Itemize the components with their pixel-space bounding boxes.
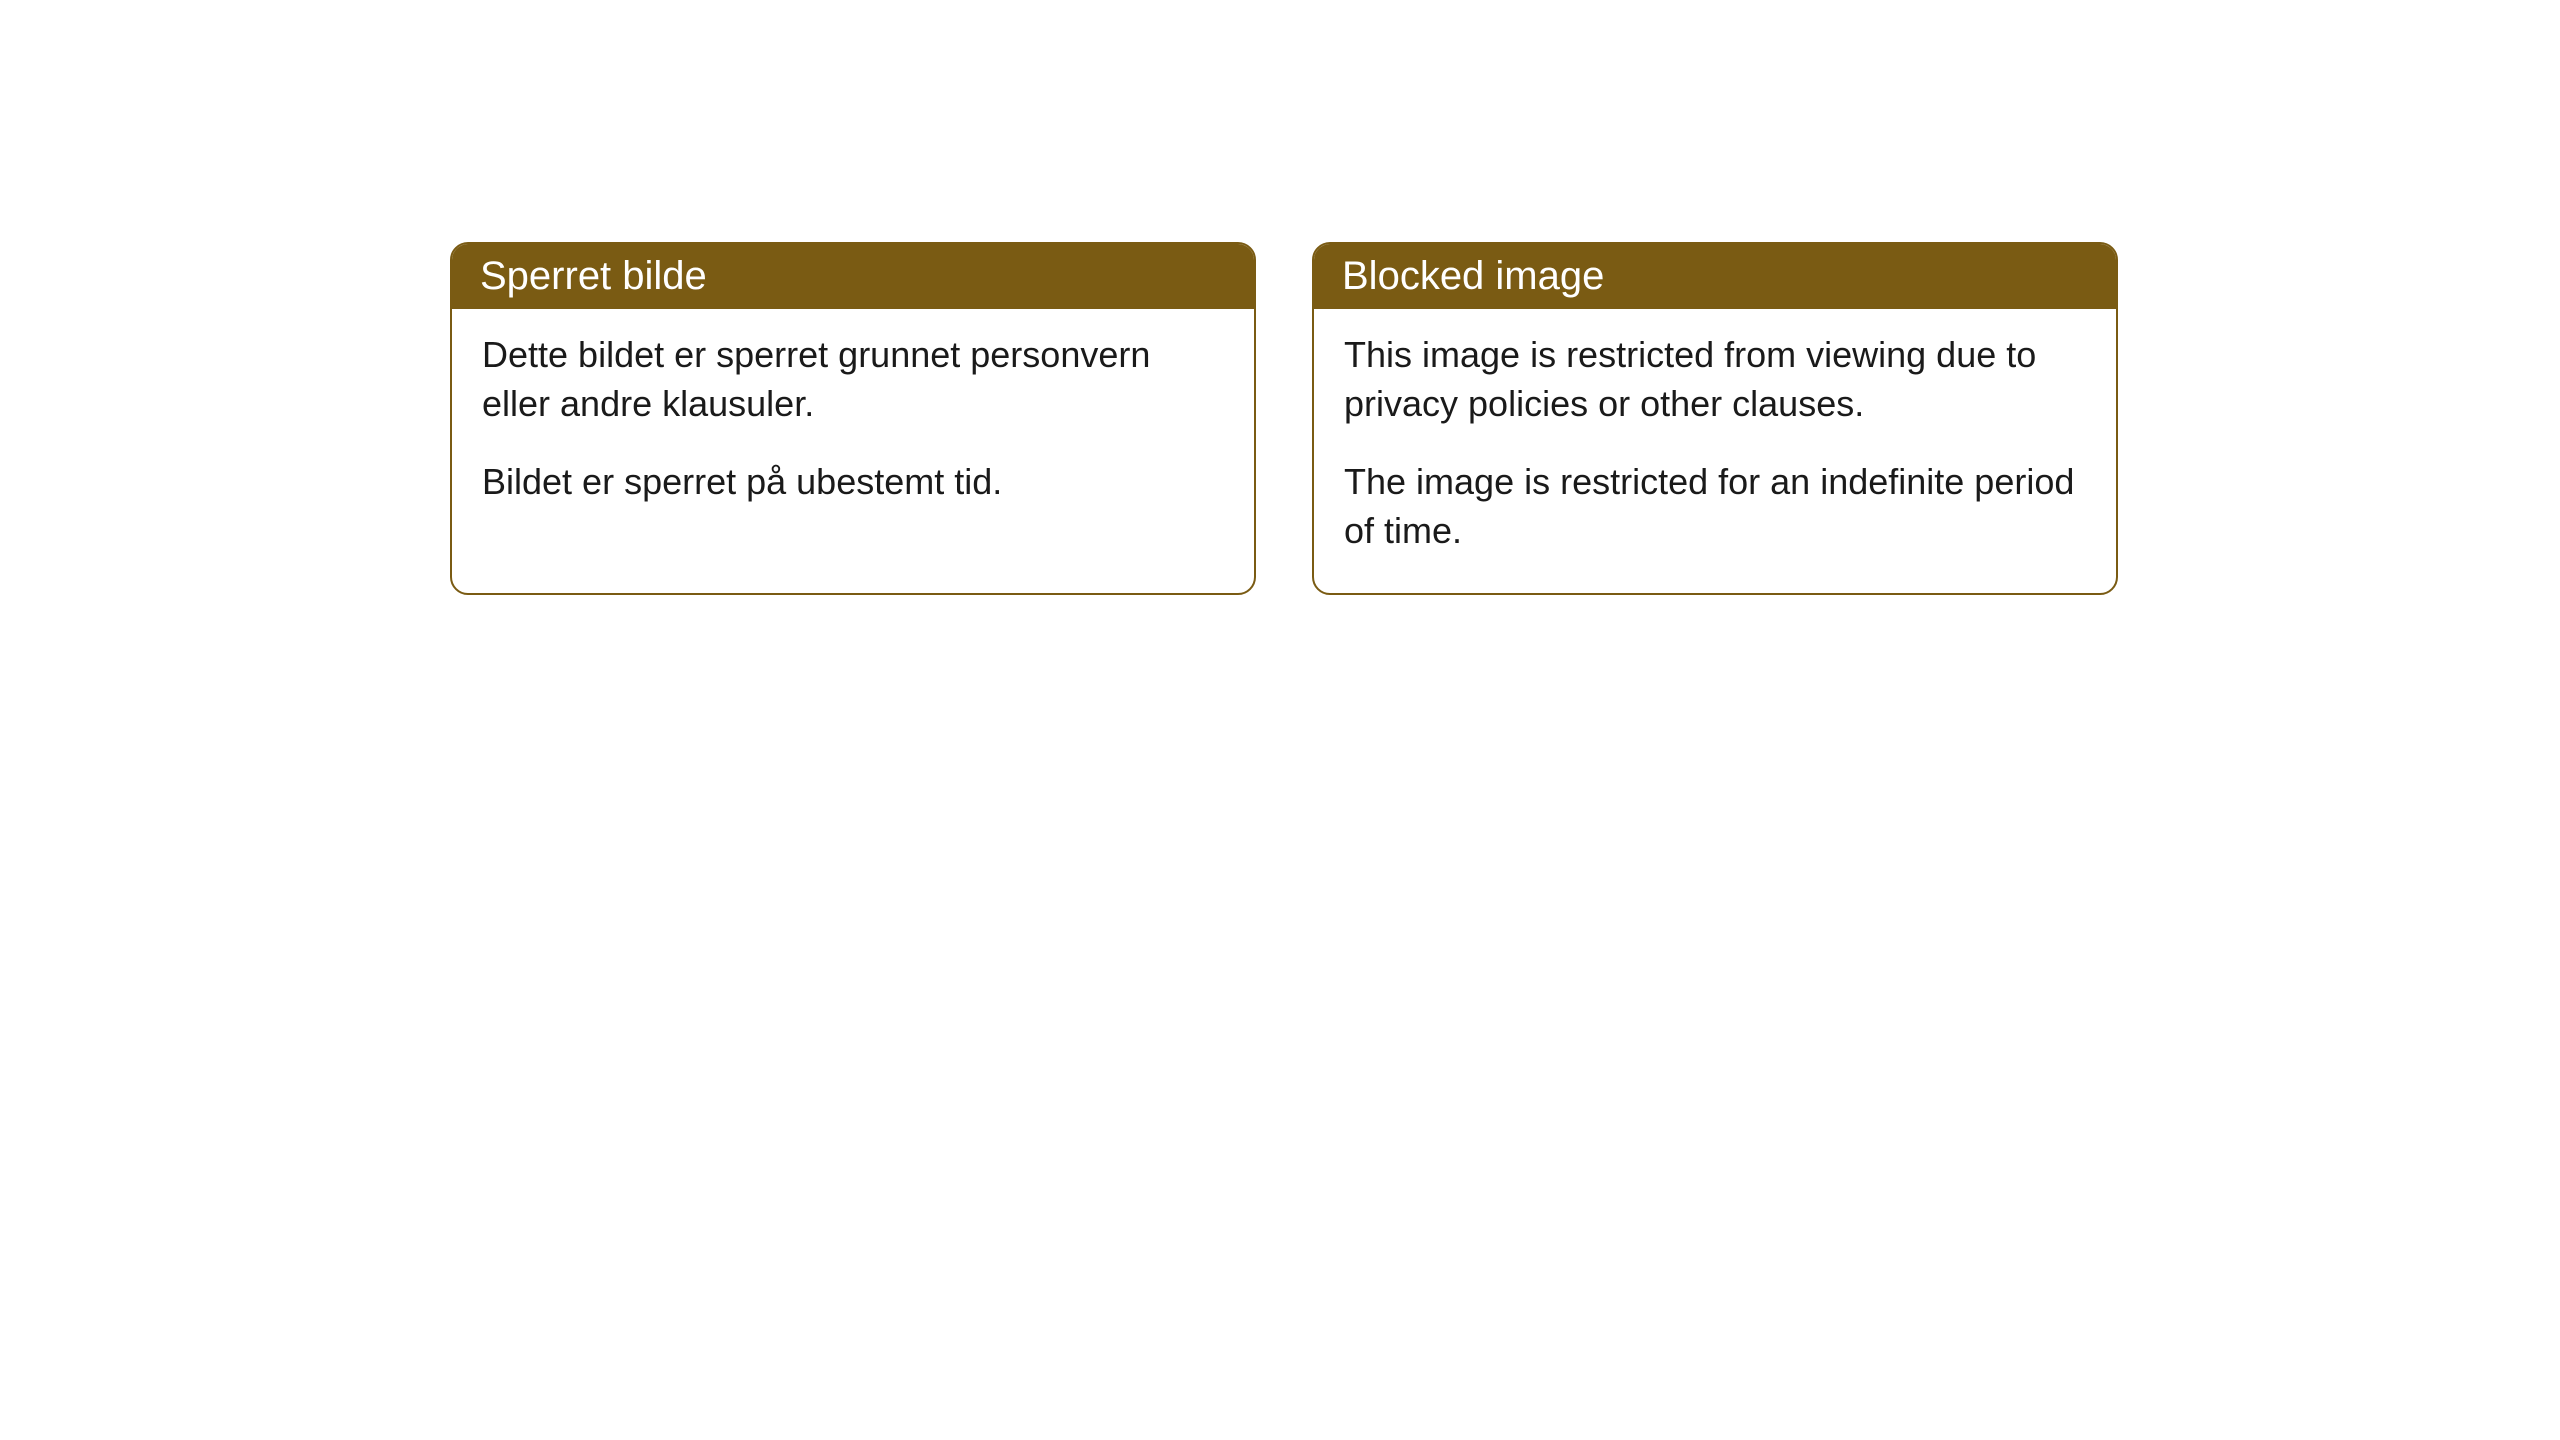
card-title: Blocked image xyxy=(1342,254,1604,298)
card-body: Dette bildet er sperret grunnet personve… xyxy=(452,309,1254,545)
card-paragraph: The image is restricted for an indefinit… xyxy=(1344,458,2086,555)
card-header: Sperret bilde xyxy=(452,244,1254,309)
card-title: Sperret bilde xyxy=(480,254,707,298)
card-body: This image is restricted from viewing du… xyxy=(1314,309,2116,593)
card-paragraph: Bildet er sperret på ubestemt tid. xyxy=(482,458,1224,507)
card-paragraph: This image is restricted from viewing du… xyxy=(1344,331,2086,428)
notice-card-english: Blocked image This image is restricted f… xyxy=(1312,242,2118,595)
notice-card-norwegian: Sperret bilde Dette bildet er sperret gr… xyxy=(450,242,1256,595)
card-header: Blocked image xyxy=(1314,244,2116,309)
notice-cards-container: Sperret bilde Dette bildet er sperret gr… xyxy=(450,242,2118,595)
card-paragraph: Dette bildet er sperret grunnet personve… xyxy=(482,331,1224,428)
